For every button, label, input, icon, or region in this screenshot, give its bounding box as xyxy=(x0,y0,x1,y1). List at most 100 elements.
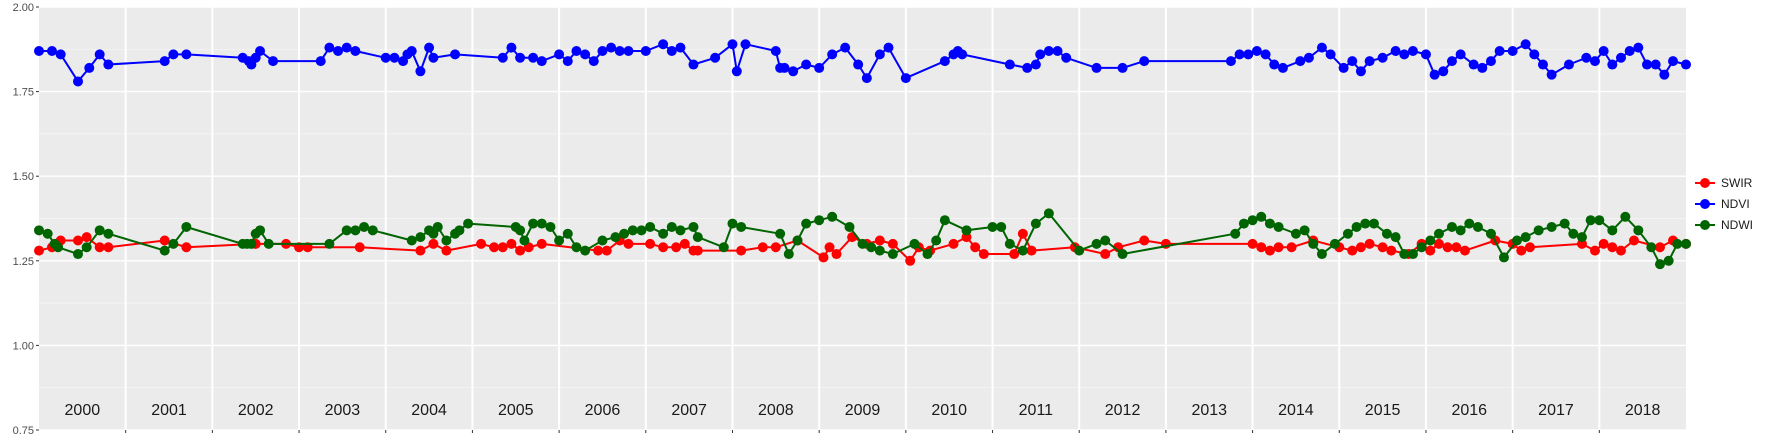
year-label: 2009 xyxy=(845,402,881,419)
data-point xyxy=(1425,235,1436,246)
data-point xyxy=(554,235,565,246)
year-label: 2010 xyxy=(931,402,967,419)
data-point xyxy=(931,235,942,246)
data-point xyxy=(1004,59,1015,70)
data-point xyxy=(606,42,617,53)
data-point xyxy=(1260,49,1271,60)
data-point xyxy=(1043,208,1054,219)
data-point xyxy=(1043,45,1054,56)
data-point xyxy=(1017,245,1028,256)
data-point xyxy=(1225,56,1236,67)
data-point xyxy=(597,45,608,56)
data-point xyxy=(1303,52,1314,63)
year-label: 2018 xyxy=(1625,402,1661,419)
data-point xyxy=(1589,245,1600,256)
data-point xyxy=(853,59,864,70)
data-point xyxy=(1494,45,1505,56)
data-point xyxy=(874,245,885,256)
data-point xyxy=(1477,62,1488,73)
data-point xyxy=(779,62,790,73)
data-point xyxy=(658,242,669,253)
data-point xyxy=(359,221,370,232)
data-point xyxy=(497,52,508,63)
data-point xyxy=(1641,59,1652,70)
data-point xyxy=(671,242,682,253)
data-point xyxy=(81,232,92,243)
data-point xyxy=(1654,242,1665,253)
data-point xyxy=(1074,245,1085,256)
data-point xyxy=(1589,56,1600,67)
data-point xyxy=(1390,232,1401,243)
data-point xyxy=(506,238,517,249)
data-point xyxy=(783,249,794,260)
data-point xyxy=(1516,245,1527,256)
data-point xyxy=(181,221,192,232)
data-point xyxy=(1563,59,1574,70)
data-point xyxy=(1681,238,1691,249)
grid xyxy=(39,6,1686,431)
data-point xyxy=(1377,52,1388,63)
data-point xyxy=(1576,232,1587,243)
data-point xyxy=(1628,235,1639,246)
data-point xyxy=(1399,249,1410,260)
data-point xyxy=(1251,45,1262,56)
legend-key-point xyxy=(1700,220,1710,230)
data-point xyxy=(857,238,868,249)
data-point xyxy=(1672,238,1683,249)
data-point xyxy=(900,73,911,84)
data-point xyxy=(536,56,547,67)
data-point xyxy=(1529,49,1540,60)
data-point xyxy=(1091,238,1102,249)
data-point xyxy=(1017,228,1028,239)
data-point xyxy=(727,218,738,229)
data-point xyxy=(1360,218,1371,229)
data-point xyxy=(601,245,612,256)
data-point xyxy=(1681,59,1691,70)
year-label: 2006 xyxy=(585,402,621,419)
data-point xyxy=(736,221,747,232)
data-point xyxy=(909,238,920,249)
data-point xyxy=(1407,249,1418,260)
data-point xyxy=(1139,56,1150,67)
data-point xyxy=(1117,249,1128,260)
data-point xyxy=(1407,45,1418,56)
data-point xyxy=(268,56,279,67)
data-point xyxy=(1381,228,1392,239)
data-point xyxy=(1650,59,1661,70)
data-point xyxy=(1464,218,1475,229)
data-point xyxy=(1633,42,1644,53)
year-label: 2008 xyxy=(758,402,794,419)
legend-item-ndwi: NDWI xyxy=(1695,218,1753,232)
year-label: 2011 xyxy=(1019,402,1054,419)
data-point xyxy=(168,238,179,249)
data-point xyxy=(887,238,898,249)
data-point xyxy=(450,49,461,60)
data-point xyxy=(350,225,361,236)
year-label: 2016 xyxy=(1451,402,1487,419)
data-point xyxy=(380,52,391,63)
data-point xyxy=(367,225,378,236)
year-label: 2000 xyxy=(65,402,101,419)
data-point xyxy=(922,249,933,260)
data-point xyxy=(1256,211,1267,222)
data-point xyxy=(1420,49,1431,60)
series-ndwi xyxy=(34,208,1691,270)
data-point xyxy=(1269,59,1280,70)
y-tick-label: 1.50 xyxy=(13,171,34,183)
data-point xyxy=(1308,238,1319,249)
data-point xyxy=(827,49,838,60)
data-point xyxy=(1620,211,1631,222)
data-point xyxy=(1347,245,1358,256)
data-point xyxy=(801,59,812,70)
data-point xyxy=(580,49,591,60)
data-point xyxy=(1035,49,1046,60)
data-point xyxy=(679,238,690,249)
data-point xyxy=(406,235,417,246)
y-tick-label: 1.00 xyxy=(13,340,34,352)
data-point xyxy=(354,242,365,253)
data-point xyxy=(623,45,634,56)
data-point xyxy=(159,245,170,256)
series-layer xyxy=(34,39,1691,270)
data-point xyxy=(1594,215,1605,226)
